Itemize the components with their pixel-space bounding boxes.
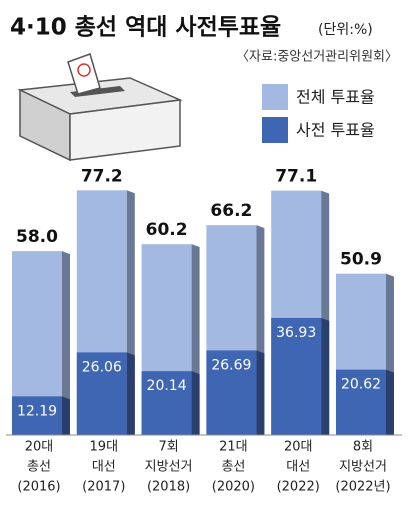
value-label: 20.62 — [341, 377, 381, 393]
unit: (단위:%) — [318, 22, 373, 38]
legend-label: 사전 투표율 — [296, 121, 375, 140]
legend-swatch — [262, 117, 288, 143]
bar-side — [386, 369, 394, 435]
chart-title: 4·10 총선 역대 사전투표율 — [10, 15, 281, 41]
value-label: 77.2 — [81, 166, 123, 186]
bar-side — [191, 371, 200, 435]
x-tick-label: (2022) — [277, 480, 320, 495]
x-tick-label: 총선 — [221, 460, 245, 475]
x-tick-label: 대선 — [286, 460, 310, 475]
x-tick-label: 지방선거 — [145, 460, 193, 475]
bar-side — [256, 350, 265, 435]
x-tick-label: 21대 — [219, 440, 248, 455]
bar-side — [321, 317, 330, 435]
x-tick-label: (2016) — [17, 480, 60, 495]
x-tick-label: 지방선거 — [339, 460, 387, 475]
x-tick-label: (2020) — [212, 480, 255, 495]
early-bar — [271, 317, 322, 435]
value-label: 12.19 — [17, 403, 57, 419]
x-tick-label: 19대 — [90, 440, 119, 455]
early-bar — [12, 396, 62, 435]
value-label: 77.1 — [275, 167, 317, 187]
early-bar — [336, 369, 386, 435]
x-tick-label: (2018) — [147, 480, 190, 495]
x-tick-label: 20대 — [284, 440, 313, 455]
value-label: 36.93 — [276, 325, 316, 341]
value-label: 58.0 — [16, 227, 58, 247]
x-tick-label: 7회 — [158, 440, 178, 455]
value-label: 50.9 — [340, 250, 382, 270]
x-tick-label: (2022년) — [335, 480, 390, 495]
bar-side — [62, 251, 70, 435]
ballot-box — [17, 53, 183, 162]
early-bar — [206, 350, 257, 435]
early-bar — [141, 371, 192, 435]
bar-side — [62, 396, 70, 435]
value-label: 26.06 — [82, 359, 122, 375]
x-tick-label: 8회 — [353, 440, 373, 455]
value-label: 66.2 — [210, 201, 252, 221]
x-tick-label: (2017) — [82, 480, 125, 495]
bar-side — [126, 352, 135, 435]
x-tick-label: 20대 — [25, 440, 54, 455]
source: 〈자료:중앙선거관리위원회〉 — [236, 50, 398, 65]
legend-label: 전체 투표율 — [296, 88, 375, 107]
early-bar — [76, 352, 127, 435]
x-tick-label: 총선 — [27, 460, 51, 475]
value-label: 60.2 — [146, 220, 188, 240]
legend-swatch — [262, 84, 288, 110]
x-tick-label: 대선 — [92, 460, 116, 475]
value-label: 20.14 — [147, 378, 187, 394]
value-label: 26.69 — [211, 357, 251, 373]
